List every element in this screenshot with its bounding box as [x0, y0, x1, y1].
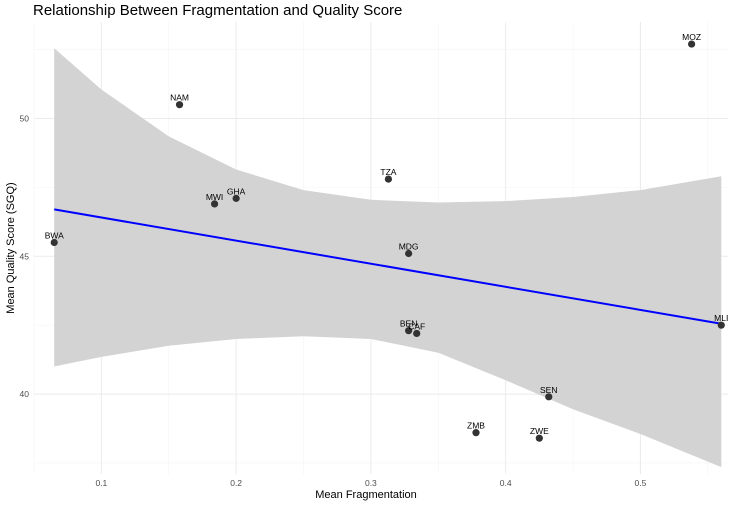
point-label-tza: TZA: [380, 167, 396, 177]
fit-line-layer: [54, 208, 722, 325]
point-label-caf: CAF: [408, 321, 425, 331]
y-tick-label: 45: [20, 251, 30, 261]
point-label-gha: GHA: [227, 186, 246, 196]
x-tick-label: 0.4: [500, 478, 512, 488]
data-point-mdg: [405, 249, 413, 258]
data-point-mwi: [210, 200, 219, 208]
point-label-ben: BEN: [400, 319, 417, 329]
data-point-tza: [384, 175, 393, 183]
x-tick-label: 0.1: [95, 478, 107, 488]
data-point-caf: [413, 329, 421, 338]
data-point-ben: [405, 327, 413, 335]
data-point-mli: [717, 321, 725, 329]
y-axis-title: Mean Quality Score (SGQ): [5, 182, 17, 313]
point-label-moz: MOZ: [682, 32, 701, 42]
x-axis-ticks: 0.1 0.2 0.3 0.4 0.5: [95, 478, 646, 488]
point-label-bwa: BWA: [45, 230, 64, 240]
point-label-sen: SEN: [540, 385, 557, 395]
chart-title: Relationship Between Fragmentation and Q…: [33, 2, 402, 19]
y-tick-label: 40: [20, 389, 30, 399]
x-tick-label: 0.2: [230, 478, 242, 488]
data-point-moz: [688, 40, 696, 48]
point-label-mli: MLI: [714, 313, 728, 323]
confidence-band-layer: [54, 48, 722, 468]
x-tick-label: 0.5: [634, 478, 646, 488]
data-point-zwe: [535, 434, 543, 442]
data-point-sen: [545, 393, 553, 401]
data-point-nam: [175, 101, 184, 109]
data-point-zmb: [472, 429, 480, 437]
point-label-zmb: ZMB: [467, 421, 485, 431]
x-axis-title: Mean Fragmentation: [315, 489, 417, 501]
data-point-bwa: [50, 238, 58, 247]
point-label-mwi: MWI: [206, 192, 223, 202]
confidence-band: [54, 48, 722, 468]
regression-line: [54, 208, 722, 325]
data-point-gha: [232, 194, 240, 202]
data-points-layer: [50, 40, 725, 442]
y-tick-label: 50: [20, 113, 30, 123]
x-tick-label: 0.3: [365, 478, 377, 488]
point-label-zwe: ZWE: [530, 426, 549, 436]
y-axis-ticks: 40 45 50: [20, 113, 30, 399]
point-label-nam: NAM: [170, 93, 189, 103]
point-label-mdg: MDG: [399, 242, 419, 252]
